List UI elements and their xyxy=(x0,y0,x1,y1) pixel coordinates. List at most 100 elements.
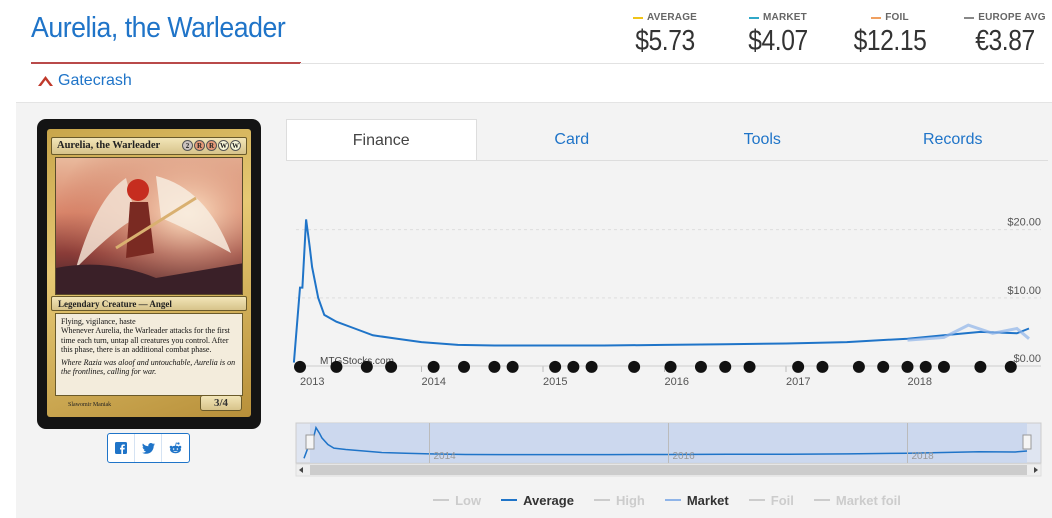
gatecrash-set-icon xyxy=(38,76,53,86)
set-release-marker-icon[interactable] xyxy=(694,360,707,373)
set-release-marker-icon[interactable] xyxy=(919,360,932,373)
legend-item-foil[interactable]: Foil xyxy=(748,491,794,509)
set-release-marker-icon[interactable] xyxy=(458,360,471,373)
legend-label: Average xyxy=(523,492,574,508)
chart-scrollbar-thumb[interactable] xyxy=(310,465,1027,475)
price-market: MARKET $4.07 xyxy=(733,12,823,58)
reddit-share-button[interactable] xyxy=(162,434,189,462)
header-divider xyxy=(300,63,1044,64)
legend-item-market-foil[interactable]: Market foil xyxy=(813,491,901,509)
set-release-marker-icon[interactable] xyxy=(877,360,890,373)
facebook-icon xyxy=(115,442,127,454)
set-release-marker-icon[interactable] xyxy=(743,360,756,373)
angel-art-illustration xyxy=(56,158,242,294)
x-tick-label: 2015 xyxy=(543,376,567,388)
tab-tools[interactable]: Tools xyxy=(743,131,781,148)
price-value: $4.07 xyxy=(748,25,808,57)
set-link[interactable]: Gatecrash xyxy=(37,72,132,90)
price-value: $5.73 xyxy=(635,25,695,57)
set-release-marker-icon[interactable] xyxy=(567,360,580,373)
legend-dash-icon xyxy=(964,16,975,19)
tab-bar: Finance Card Tools Records xyxy=(286,119,1048,161)
price-value: $12.15 xyxy=(853,25,927,57)
navigator-left-handle[interactable] xyxy=(305,434,315,450)
set-release-marker-icon[interactable] xyxy=(628,360,641,373)
legend-item-market[interactable]: Market xyxy=(664,491,729,509)
set-release-marker-icon[interactable] xyxy=(816,360,829,373)
card-art xyxy=(55,157,243,295)
x-tick-label: 2013 xyxy=(300,376,324,388)
set-release-marker-icon[interactable] xyxy=(488,360,501,373)
price-label: FOIL xyxy=(845,12,935,23)
set-release-marker-icon[interactable] xyxy=(792,360,805,373)
x-tick-label: 2018 xyxy=(908,376,932,388)
page-title: Aurelia, the Warleader xyxy=(31,12,286,44)
set-release-marker-icon[interactable] xyxy=(664,360,677,373)
legend-swatch xyxy=(433,499,450,501)
tab-records[interactable]: Records xyxy=(922,131,983,148)
navigator-tick-label: 2016 xyxy=(673,451,696,462)
tab-card[interactable]: Card xyxy=(554,131,590,148)
chart-watermark: MTGStocks.com xyxy=(320,356,394,367)
flavor-text: Where Razia was aloof and untouchable, A… xyxy=(61,357,236,377)
set-release-marker-icon[interactable] xyxy=(506,360,519,373)
legend-dash-icon xyxy=(632,16,643,19)
set-release-marker-icon[interactable] xyxy=(974,360,987,373)
set-release-marker-icon[interactable] xyxy=(901,360,914,373)
power-toughness: 3/4 xyxy=(200,395,242,411)
legend-swatch xyxy=(813,499,830,501)
y-tick-label: $0.00 xyxy=(1013,353,1041,365)
scroll-right-arrow-icon[interactable] xyxy=(1034,467,1038,473)
set-name: Gatecrash xyxy=(58,72,132,89)
navigator-tick-label: 2014 xyxy=(434,451,457,462)
rules-line-2: Whenever Aurelia, the Warleader attacks … xyxy=(61,326,230,355)
set-release-marker-icon[interactable] xyxy=(330,360,343,373)
mana-symbol: W xyxy=(218,140,229,151)
navigator-right-handle[interactable] xyxy=(1022,434,1032,450)
reddit-icon xyxy=(169,442,182,454)
legend-label: High xyxy=(615,492,645,508)
set-release-marker-icon[interactable] xyxy=(294,360,306,373)
chart-legend: Low Average High Market Foil Market foil xyxy=(286,491,1048,509)
set-release-marker-icon[interactable] xyxy=(585,360,598,373)
tab-divider xyxy=(286,160,1048,161)
set-release-marker-icon[interactable] xyxy=(852,360,865,373)
twitter-share-button[interactable] xyxy=(135,434,162,462)
legend-dash-icon xyxy=(749,16,759,19)
legend-item-average[interactable]: Average xyxy=(501,491,574,509)
scroll-left-arrow-icon[interactable] xyxy=(299,467,303,473)
series-line-market xyxy=(907,323,1030,342)
price-europe-avg: EUROPE AVG €3.87 xyxy=(960,12,1050,58)
set-release-marker-icon[interactable] xyxy=(719,360,732,373)
legend-item-high[interactable]: High xyxy=(593,491,645,509)
legend-label: Low xyxy=(455,492,482,508)
set-release-marker-icon[interactable] xyxy=(360,360,373,373)
tab-finance[interactable]: Finance xyxy=(286,119,477,161)
set-release-marker-icon[interactable] xyxy=(1004,360,1017,373)
set-release-marker-icon[interactable] xyxy=(937,360,950,373)
set-release-marker-icon[interactable] xyxy=(549,360,562,373)
navigator-series-line xyxy=(303,425,1028,459)
set-release-marker-icon[interactable] xyxy=(385,360,398,373)
mana-symbol: W xyxy=(230,140,241,151)
mana-symbol: R xyxy=(206,140,217,151)
mana-symbol: 2 xyxy=(182,140,193,151)
y-tick-label: $10.00 xyxy=(1007,285,1041,297)
legend-item-low[interactable]: Low xyxy=(433,491,481,509)
twitter-icon xyxy=(141,442,155,454)
card-rules-box: Flying, vigilance, haste Whenever Aureli… xyxy=(55,313,243,396)
price-average: AVERAGE $5.73 xyxy=(620,12,710,58)
mana-symbol: R xyxy=(194,140,205,151)
legend-swatch xyxy=(748,499,765,501)
header: Aurelia, the Warleader Gatecrash AVERAGE… xyxy=(0,0,1052,100)
price-chart: $20.00 $10.00 $0.00 2013 2014 2015 2016 2017 201… xyxy=(286,161,1052,518)
legend-label: Market foil xyxy=(835,492,901,508)
facebook-share-button[interactable] xyxy=(108,434,135,462)
x-tick-label: 2016 xyxy=(665,376,689,388)
set-release-marker-icon[interactable] xyxy=(427,360,440,373)
price-chart-svg: $20.00 $10.00 $0.00 2013 2014 2015 2016 2017 201… xyxy=(292,217,1042,477)
legend-dash-icon xyxy=(871,16,882,19)
legend-swatch xyxy=(664,499,681,501)
y-tick-label: $20.00 xyxy=(1007,217,1041,229)
legend-label: Foil xyxy=(770,492,794,508)
